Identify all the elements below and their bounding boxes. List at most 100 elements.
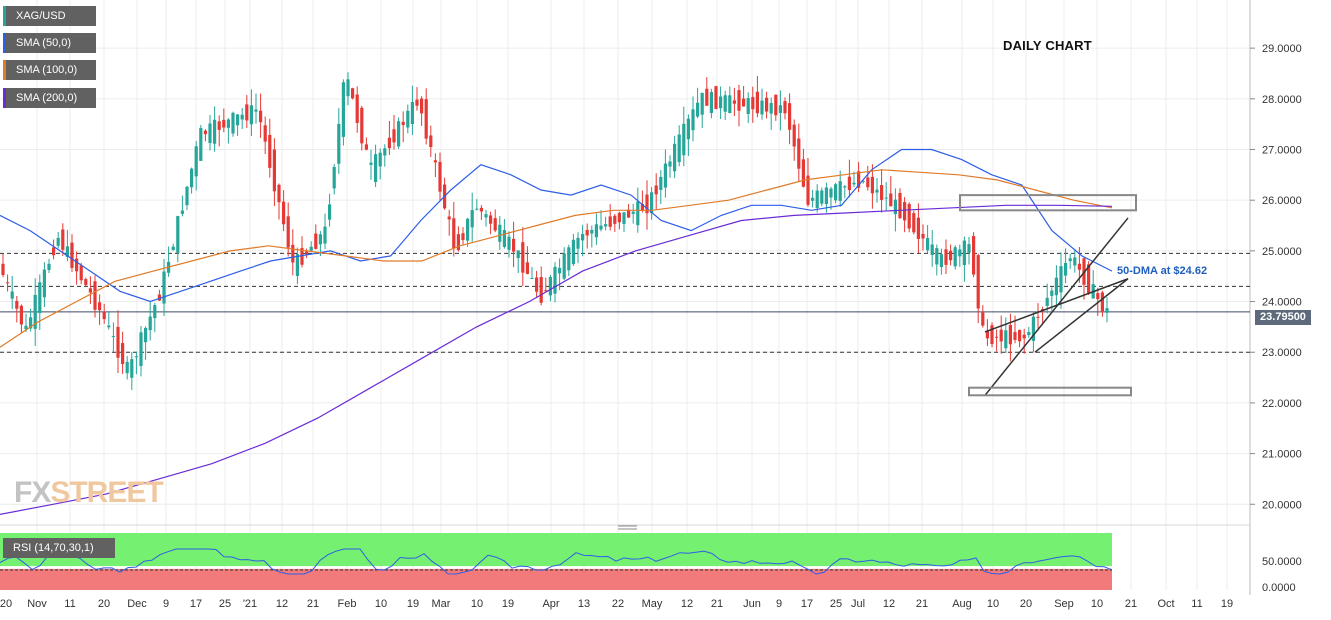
candle-body	[728, 95, 732, 113]
candle-body	[226, 119, 230, 128]
candle-body	[10, 291, 14, 299]
candle-body	[742, 98, 746, 107]
candle-body	[203, 130, 207, 135]
candle-body	[254, 109, 258, 112]
legend-sma100[interactable]: SMA (100,0)	[3, 60, 96, 80]
candle-body	[355, 94, 359, 123]
candle-body	[548, 277, 552, 296]
x-tick-label: 21	[307, 598, 319, 610]
candle-body	[815, 190, 819, 209]
candle-body	[378, 152, 382, 167]
candle-body	[958, 249, 962, 257]
candle-body	[360, 107, 364, 144]
fxstreet-logo: FXSTREET	[14, 476, 164, 509]
candle-body	[525, 262, 529, 274]
candle-body	[1096, 293, 1100, 300]
channel-line-a	[984, 278, 1129, 333]
candle-body	[309, 246, 313, 251]
candle-body	[843, 186, 847, 188]
candle-body	[562, 253, 566, 279]
candle-body	[824, 187, 828, 205]
legend-sma200[interactable]: SMA (200,0)	[3, 88, 96, 108]
candle-body	[535, 277, 539, 292]
candle-body	[912, 213, 916, 233]
candle-body	[93, 281, 97, 310]
candle-body	[1004, 330, 1008, 349]
candle-body	[539, 277, 543, 303]
candle-body	[677, 134, 681, 163]
x-tick-label: Feb	[338, 598, 357, 610]
candle-body	[622, 212, 626, 224]
candle-body	[788, 103, 792, 130]
candle-body	[24, 325, 28, 330]
candle-body	[590, 229, 594, 234]
x-tick-label: 13	[578, 598, 590, 610]
candle-body	[153, 305, 157, 319]
candle-body	[397, 121, 401, 147]
candle-body	[84, 279, 88, 286]
candle-body	[213, 119, 217, 144]
candle-body	[47, 263, 51, 270]
candle-body	[594, 224, 598, 238]
x-tick-label: Sep	[1054, 598, 1074, 610]
x-tick-label: Dec	[127, 598, 147, 610]
candle-body	[1073, 257, 1077, 266]
candle-body	[995, 336, 999, 338]
candle-body	[792, 124, 796, 147]
candle-body	[893, 199, 897, 215]
candle-body	[314, 233, 318, 249]
candle-body	[222, 119, 226, 128]
candle-body	[1105, 308, 1109, 313]
candle-body	[1036, 316, 1040, 318]
candle-body	[1087, 264, 1091, 293]
candle-body	[654, 185, 658, 195]
candle-body	[732, 100, 736, 104]
candle-body	[369, 162, 373, 165]
candle-body	[194, 146, 198, 177]
current-price-tag: 23.79500	[1255, 310, 1311, 325]
candle-body	[134, 356, 138, 358]
legend-sma50[interactable]: SMA (50,0)	[3, 33, 96, 53]
candle-body	[502, 230, 506, 247]
candle-body	[475, 208, 479, 210]
candle-body	[447, 216, 451, 220]
candle-body	[1100, 292, 1104, 312]
candlestick-group	[1, 72, 1109, 390]
candle-body	[723, 95, 727, 112]
x-tick-label: 21	[1125, 598, 1137, 610]
candle-body	[144, 327, 148, 343]
candle-body	[663, 163, 667, 188]
legend-symbol[interactable]: XAG/USD	[3, 6, 96, 26]
candle-body	[484, 214, 488, 218]
candle-body	[558, 267, 562, 274]
candle-body	[521, 242, 525, 273]
rsi-legend[interactable]: RSI (14,70,30,1)	[3, 538, 115, 558]
candle-body	[1022, 334, 1026, 339]
x-tick-label: 25	[830, 598, 842, 610]
sma100-swatch	[3, 60, 6, 80]
candle-body	[249, 105, 253, 125]
candle-body	[857, 171, 861, 188]
candle-body	[921, 233, 925, 239]
candle-body	[125, 361, 129, 374]
candle-body	[576, 237, 580, 249]
candle-body	[760, 100, 764, 115]
candle-body	[530, 277, 534, 279]
candle-body	[645, 194, 649, 214]
y-tick-label: 25.0000	[1262, 246, 1302, 258]
candle-body	[245, 104, 249, 121]
x-tick-label: Oct	[1157, 598, 1174, 610]
candle-body	[953, 247, 957, 267]
x-tick-label: 10	[471, 598, 483, 610]
candle-body	[415, 99, 419, 106]
candle-body	[700, 92, 704, 115]
candle-body	[847, 176, 851, 191]
candle-body	[829, 188, 833, 198]
candle-body	[944, 249, 948, 265]
candle-body	[88, 288, 92, 293]
symbol-swatch	[3, 6, 6, 26]
candle-body	[1068, 258, 1072, 262]
candle-body	[19, 305, 23, 325]
